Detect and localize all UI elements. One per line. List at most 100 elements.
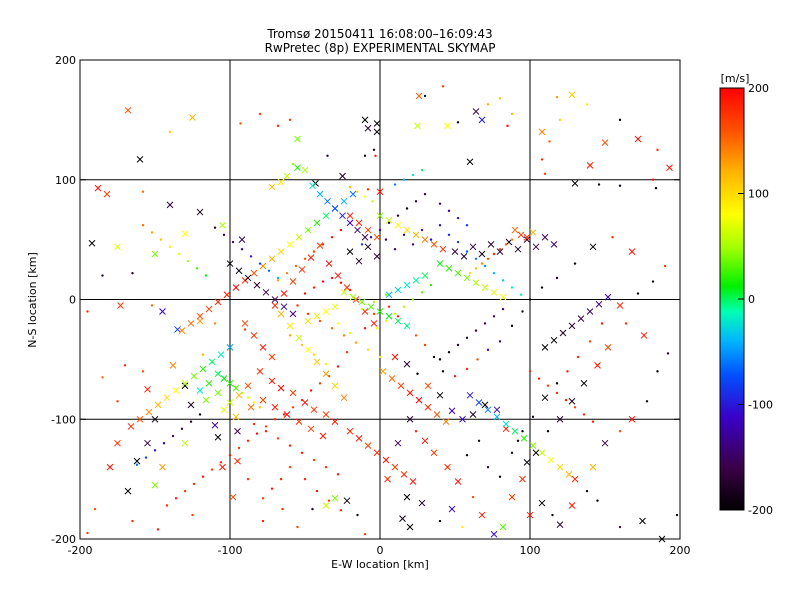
data-point-dot (243, 328, 247, 331)
cross-stroke (268, 353, 276, 361)
data-point-cross (568, 91, 576, 99)
data-point-dot (540, 158, 544, 161)
data-point-dot (363, 195, 367, 198)
data-point-dot (564, 398, 568, 402)
data-point-cross (586, 308, 594, 315)
cross-stroke (346, 212, 354, 220)
cross-stroke (436, 260, 444, 267)
data-point-cross (550, 336, 558, 344)
cross-stroke (214, 433, 222, 441)
data-point-cross (196, 208, 204, 216)
cross-stroke (343, 497, 351, 505)
data-point-dot (423, 343, 427, 347)
cross-stroke (616, 302, 624, 309)
data-point-cross (294, 164, 301, 172)
data-point-dot (281, 507, 284, 511)
data-point-cross (358, 298, 366, 306)
data-point-cross (295, 334, 303, 342)
cross-stroke (151, 415, 159, 423)
data-point-cross (181, 230, 189, 237)
colorbar-tick-label: 200 (748, 82, 769, 95)
data-point-cross (214, 370, 222, 378)
data-point-dot (258, 406, 262, 409)
data-point-dot (153, 449, 157, 452)
data-point-cross (196, 387, 204, 394)
data-point-dot (504, 243, 508, 246)
data-point-cross (454, 478, 462, 485)
data-point-dot (555, 391, 559, 395)
data-point-cross (538, 499, 546, 507)
cross-stroke (334, 272, 342, 279)
cross-stroke (541, 394, 549, 402)
data-point-cross (511, 427, 519, 435)
data-point-cross (169, 362, 177, 369)
data-point-cross (313, 358, 321, 366)
cross-stroke (559, 329, 567, 337)
cross-stroke (196, 312, 204, 320)
cross-stroke (469, 411, 477, 418)
data-point-dot (135, 463, 139, 466)
cross-stroke (286, 241, 294, 248)
cross-stroke (211, 421, 219, 429)
cross-stroke (226, 399, 234, 406)
cross-stroke (523, 233, 531, 241)
cross-stroke (114, 243, 121, 251)
data-point-dot (363, 154, 367, 157)
cross-stroke (136, 156, 144, 163)
data-point-dot (141, 224, 145, 227)
cross-stroke (421, 272, 429, 279)
cross-stroke (376, 308, 384, 315)
data-point-cross (523, 233, 531, 241)
data-point-dot (474, 267, 478, 270)
data-point-dot (372, 312, 376, 316)
cross-stroke (454, 269, 462, 277)
data-point-cross (354, 226, 361, 234)
data-point-cross (541, 394, 549, 402)
data-point-cross (325, 260, 333, 267)
data-point-cross (226, 399, 234, 406)
cross-stroke (538, 128, 546, 136)
cross-stroke (313, 219, 321, 227)
data-point-cross (223, 291, 231, 299)
data-point-cross (414, 122, 421, 130)
cross-stroke (502, 420, 510, 428)
data-point-cross (490, 530, 498, 538)
data-point-dot (311, 507, 314, 511)
cross-stroke (144, 385, 151, 393)
cross-stroke (412, 231, 420, 239)
cross-stroke (196, 317, 204, 325)
data-point-dot (465, 336, 469, 340)
data-point-cross (364, 243, 372, 251)
data-point-cross (594, 362, 601, 369)
data-point-dot (411, 173, 415, 177)
data-point-cross (190, 372, 198, 380)
data-point-cross (211, 421, 219, 429)
data-point-dot (294, 264, 298, 268)
data-point-dot (585, 103, 589, 106)
cross-stroke (406, 389, 414, 397)
cross-stroke (499, 523, 507, 531)
cross-stroke (339, 172, 346, 180)
data-point-cross (481, 284, 489, 291)
cross-stroke (403, 360, 411, 368)
cross-stroke (187, 401, 195, 409)
data-point-cross (136, 415, 144, 423)
data-point-cross (244, 274, 252, 282)
data-point-cross (346, 427, 354, 435)
cross-stroke (376, 188, 384, 196)
y-tick-label: 100 (55, 174, 76, 187)
data-point-cross (301, 399, 309, 406)
cross-stroke (124, 487, 132, 495)
cross-stroke (331, 494, 339, 502)
cross-stroke (103, 190, 111, 198)
data-point-dot (195, 267, 199, 270)
data-point-cross (640, 332, 648, 339)
data-point-cross (481, 401, 489, 409)
data-point-dot (618, 525, 622, 529)
data-point-dot (101, 376, 104, 379)
cross-stroke (532, 449, 540, 457)
data-point-dot (611, 236, 614, 239)
cross-stroke (219, 221, 226, 229)
data-point-dot (447, 350, 451, 354)
data-point-cross (256, 367, 264, 375)
